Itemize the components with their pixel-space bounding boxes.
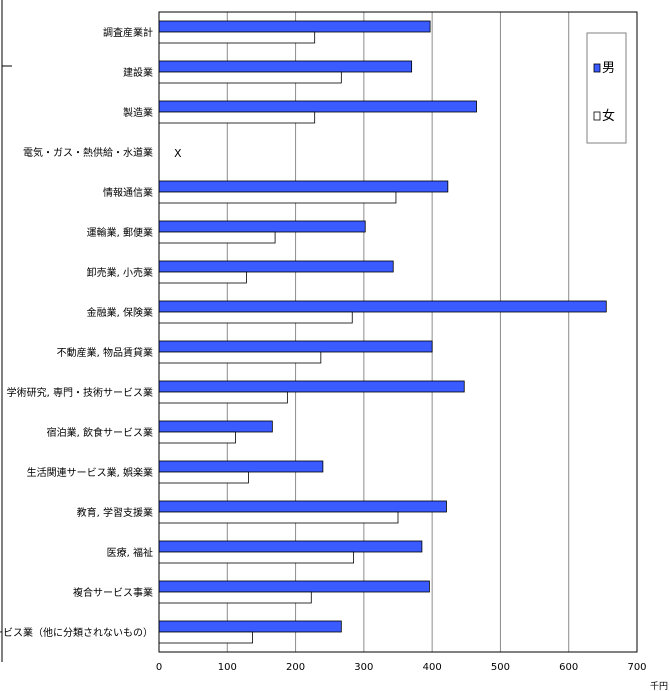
category-label: 医療, 福祉 [107,546,153,559]
legend: 男 女 [586,32,627,144]
bar-female [158,271,247,284]
x-tick-label: 300 [354,662,373,673]
category-label: 宿泊業, 飲食サービス業 [47,426,153,439]
bar-female [158,111,316,124]
bar-male [158,220,366,233]
x-unit-label: 千円 [650,681,668,691]
legend-label-female: 女 [602,108,615,124]
x-tick-label: 0 [156,662,162,673]
plot-area-border [158,11,638,653]
category-label: 教育, 学習支援業 [77,506,153,519]
category-label: 金融業, 保険業 [87,306,153,319]
bar-female [158,551,355,564]
bar-female [158,71,342,84]
annotations: X [174,147,182,160]
bar-female [158,631,253,644]
bar-male [158,180,449,193]
bar-male [158,60,413,73]
category-label: 生活関連サービス業, 娯楽業 [27,466,153,479]
bar-female [158,31,316,44]
bar-male [158,620,342,633]
legend-label-male: 男 [602,61,615,76]
category-label: 建設業 [123,66,153,79]
category-label: 運輸業, 郵便業 [87,226,153,239]
bar-male [158,340,433,353]
category-label: 調査産業計 [103,26,153,39]
bar-male [158,380,465,393]
x-tick-label: 500 [491,662,510,673]
category-label: 複合サービス事業 [73,586,153,599]
bar-male [158,20,431,33]
legend-swatch-male [593,63,601,73]
bar-female [158,431,236,444]
bar-female [158,471,249,484]
x-tick-label: 400 [423,662,442,673]
x-tick-label: 200 [286,662,305,673]
bar-male [158,300,607,313]
bar-female [158,391,288,404]
category-label: 卸売業, 小売業 [87,266,153,279]
category-label: 製造業 [123,106,153,119]
legend-swatch-female [593,111,601,121]
bar-male [158,420,273,433]
category-label: 不動産業, 物品賃貸業 [57,346,153,359]
bar-male [158,500,447,513]
bar-male [158,260,394,273]
bar-female [158,231,276,244]
bar-female [158,351,322,364]
bar-male [158,100,477,113]
category-label: 情報通信業 [103,186,153,199]
bar-female [158,311,353,324]
category-label: サービス業（他に分類されないもの） [0,626,153,639]
category-label: 電気・ガス・熱供給・水道業 [23,146,153,159]
category-label: 学術研究, 専門・技術サービス業 [7,386,153,399]
bar-male [158,460,324,473]
bar-female [158,591,312,604]
bar-female [158,191,397,204]
x-tick-label: 100 [218,662,237,673]
bars-group [158,20,607,644]
x-tick-label: 700 [627,662,646,673]
x-tick-label: 600 [559,662,578,673]
bar-female [158,511,399,524]
annotation-label: X [174,147,182,160]
bar-male [158,580,430,593]
legend-box [586,32,627,144]
x-tick-labels: 0 100 200 300 400 500 600 700 [156,662,647,673]
bar-male [158,540,423,553]
